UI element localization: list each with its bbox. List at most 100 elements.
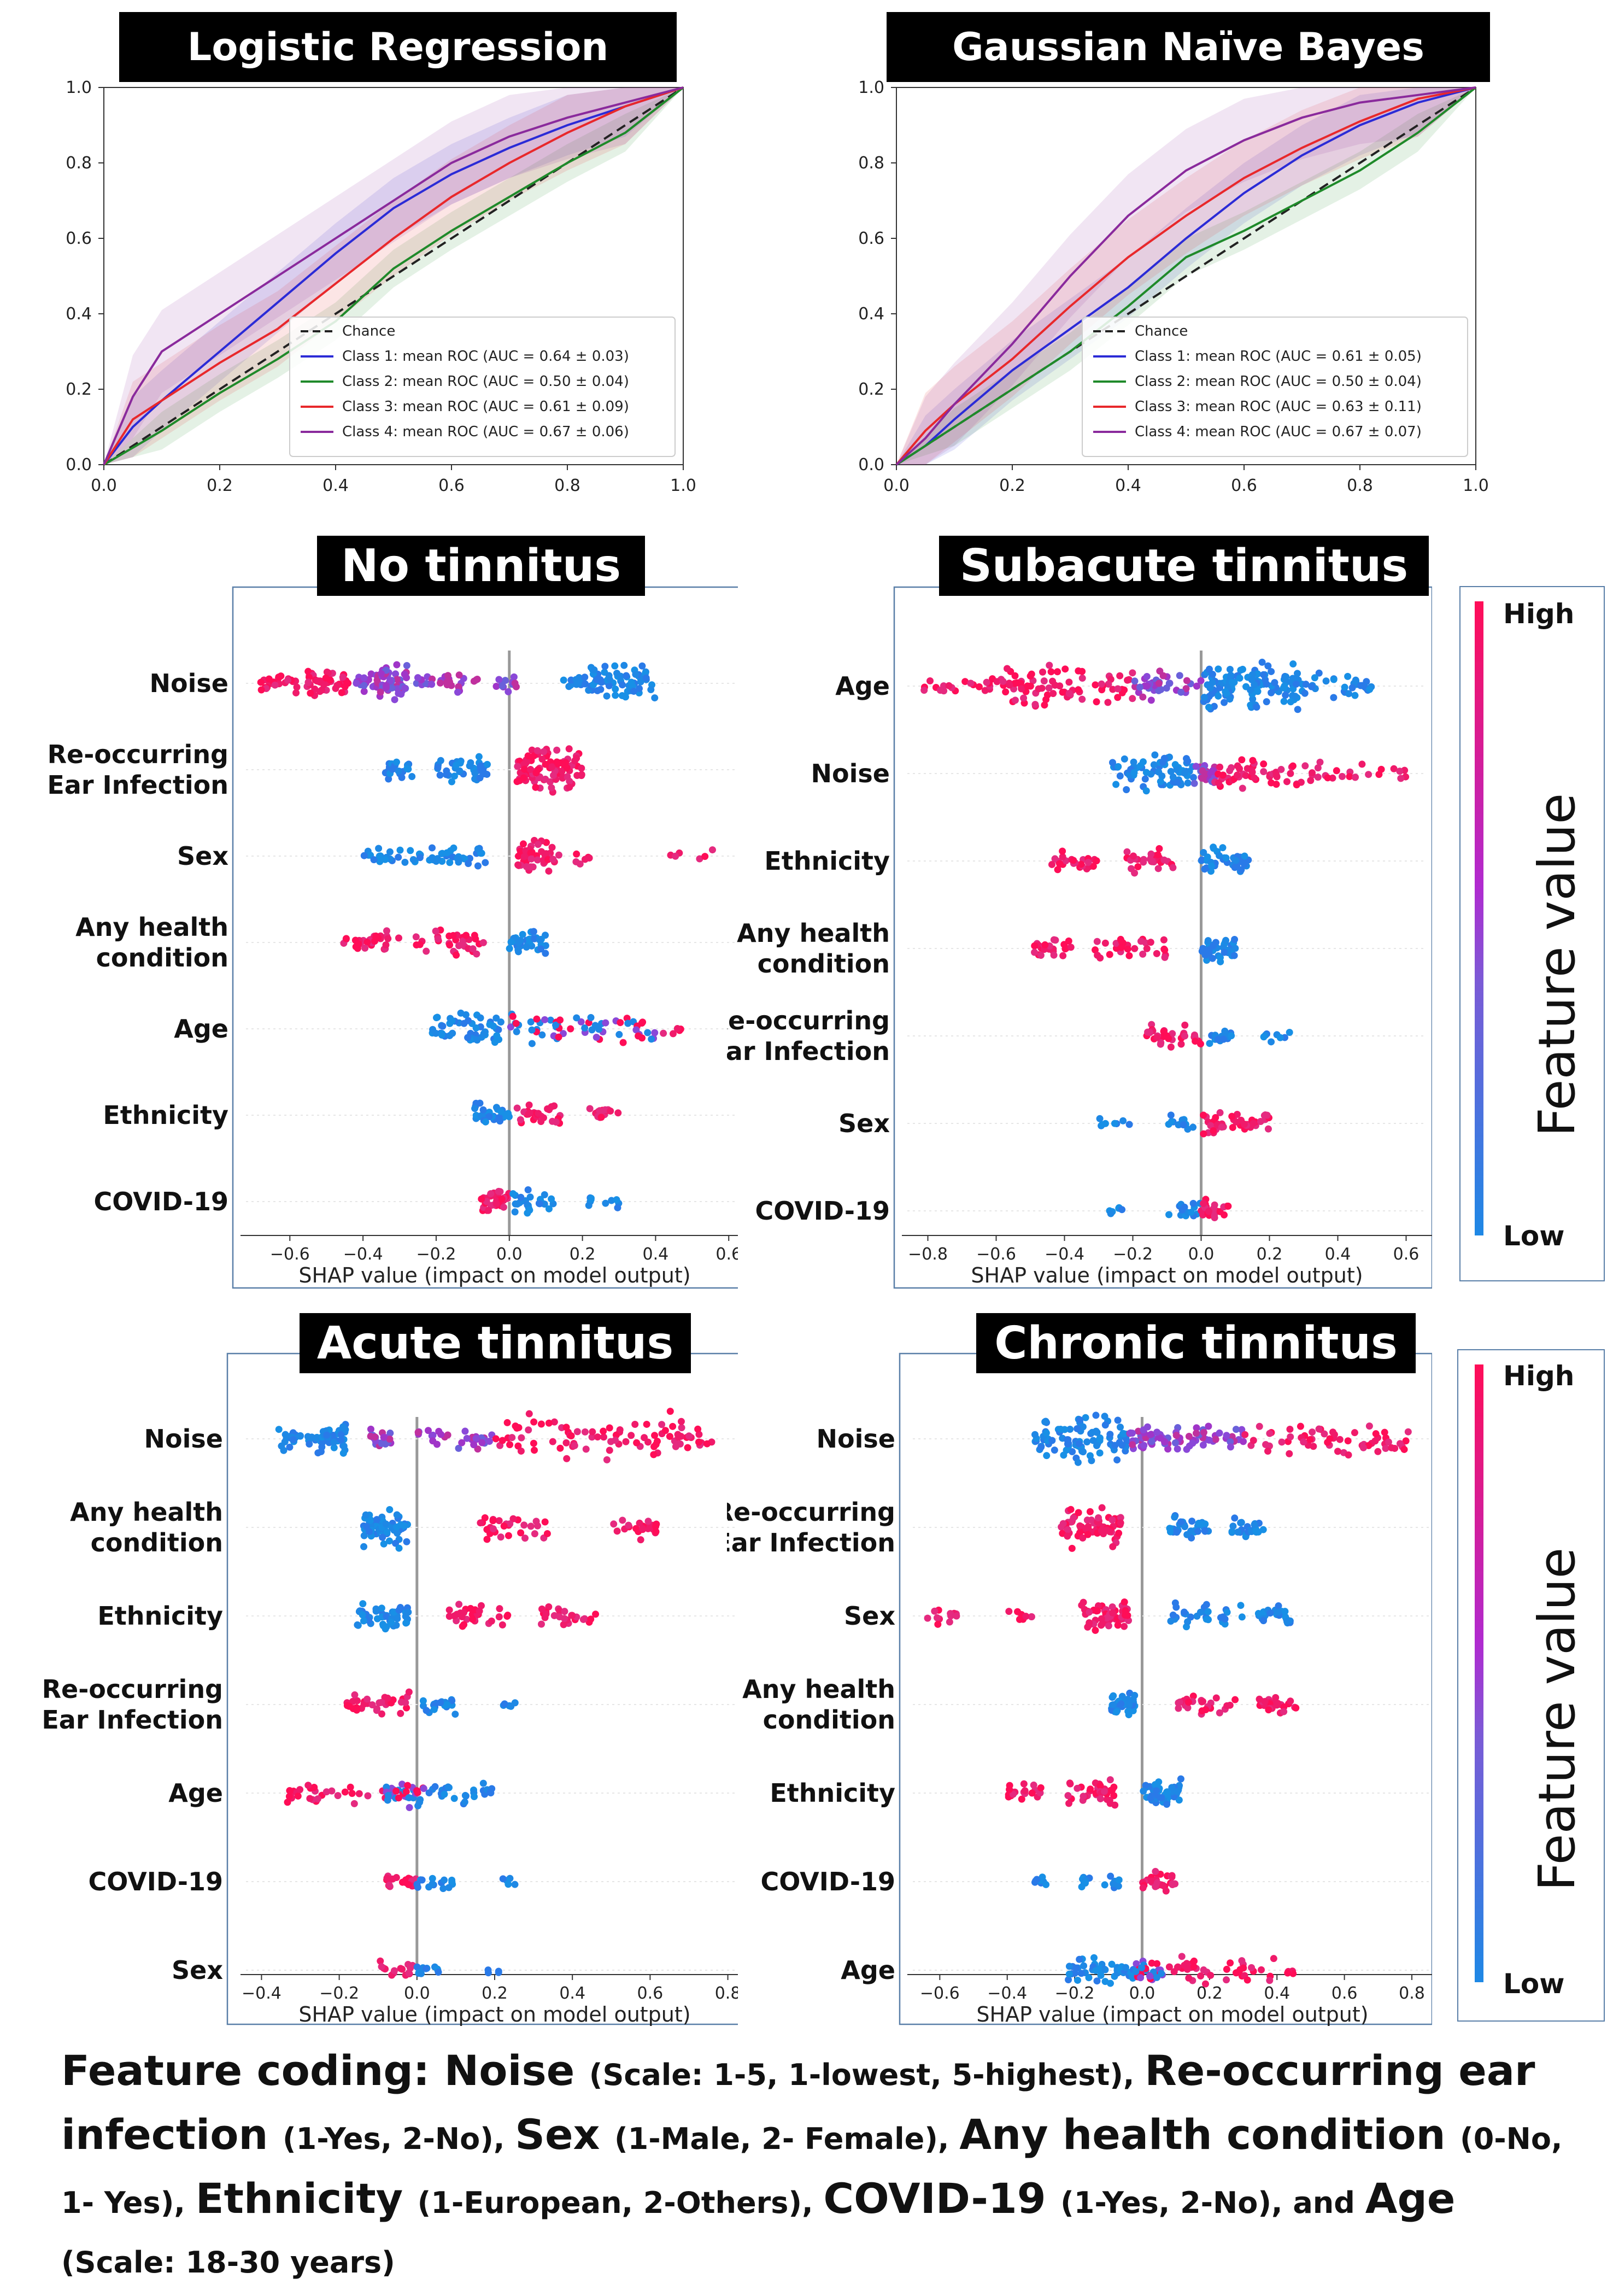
feature-label: Any health condition xyxy=(75,912,228,973)
shap-dot xyxy=(924,1614,931,1622)
shap-dot xyxy=(1172,1432,1180,1439)
shap-dot xyxy=(1046,661,1053,669)
coding-feature-name: Re-occurring ear infection xyxy=(61,2046,1535,2159)
shap-dot xyxy=(1159,672,1167,680)
shap-dot xyxy=(1238,1613,1246,1621)
shap-dot xyxy=(1209,671,1216,678)
shap-dot xyxy=(1059,688,1066,696)
shap-dot xyxy=(1121,1598,1128,1606)
shap-dot xyxy=(953,1612,960,1620)
shap-dot xyxy=(1223,1965,1230,1973)
shap-dot xyxy=(1027,672,1034,680)
shap-dot xyxy=(429,1880,436,1888)
shap-dot xyxy=(1228,764,1235,771)
shap-dot xyxy=(1315,669,1323,677)
shap-dot xyxy=(1192,1038,1199,1045)
shap-dot xyxy=(1143,945,1151,952)
shap-dot xyxy=(946,1618,953,1626)
shap-dot xyxy=(1200,1199,1207,1207)
y-tick-label: 0.8 xyxy=(858,154,884,173)
shap-dot xyxy=(1139,1884,1147,1891)
shap-dot xyxy=(538,755,546,763)
shap-dot xyxy=(703,1440,711,1448)
shap-dot xyxy=(527,849,535,857)
shap-dot xyxy=(1241,852,1248,860)
shap-dot xyxy=(1385,1438,1392,1446)
shap-dot xyxy=(580,1615,588,1623)
shap-dot xyxy=(443,1701,451,1709)
shap-dot xyxy=(525,1410,533,1418)
shap-dot xyxy=(1128,1430,1136,1437)
shap-dot xyxy=(380,1540,388,1548)
shap-dot xyxy=(498,1195,506,1203)
roc-legend xyxy=(289,317,676,457)
shap-dot xyxy=(1189,1439,1196,1447)
shap-dot xyxy=(1092,1626,1099,1634)
shap-dot xyxy=(492,1200,500,1208)
shap-dot xyxy=(651,1432,659,1439)
shap-dot xyxy=(441,1876,448,1884)
shap-dot xyxy=(1123,1438,1131,1445)
shap-dot xyxy=(334,1792,342,1800)
shap-dot xyxy=(483,1536,491,1543)
shap-dot xyxy=(488,1617,495,1625)
shap-dot xyxy=(1156,845,1163,852)
shap-dot xyxy=(404,1960,412,1968)
colorbar-low-label-top: Low xyxy=(1503,1220,1565,1252)
shap-dot xyxy=(1075,1440,1083,1448)
shap-dot xyxy=(548,784,555,792)
shap-dot xyxy=(576,860,584,868)
shap-dot xyxy=(1223,690,1230,698)
shap-dot xyxy=(1223,1976,1230,1984)
shap-dot xyxy=(397,1709,404,1717)
shap-dot xyxy=(1131,945,1139,952)
shap-dot xyxy=(1153,1960,1161,1967)
shap-dot xyxy=(1037,1784,1045,1791)
shap-dot xyxy=(402,1699,409,1707)
shap-dot xyxy=(392,670,400,678)
shap-dot xyxy=(1076,1416,1084,1424)
shap-dot xyxy=(531,1530,538,1538)
shap-dot xyxy=(515,1424,523,1431)
shap-dot xyxy=(370,856,378,864)
shap-dot xyxy=(552,1118,560,1126)
shap-dot xyxy=(1286,1029,1293,1036)
roc-series-line xyxy=(103,86,684,466)
shap-dot xyxy=(478,1195,485,1203)
shap-dot xyxy=(926,677,934,684)
shap-dot xyxy=(563,764,571,771)
shap-dot xyxy=(1390,765,1398,772)
shap-dot xyxy=(1219,844,1227,852)
shap-dot xyxy=(489,1525,497,1533)
shap-dot xyxy=(364,1792,372,1800)
shap-dot xyxy=(513,1104,521,1112)
shap-dot xyxy=(1301,689,1309,697)
shap-dot xyxy=(520,765,528,773)
shap-dot xyxy=(508,1434,516,1442)
shap-dot xyxy=(1147,1431,1155,1438)
shap-dot xyxy=(401,670,408,678)
shap-dot xyxy=(395,689,402,697)
shap-dot xyxy=(1178,1206,1186,1214)
shap-dot xyxy=(1076,1522,1084,1530)
shap-dot xyxy=(545,1205,553,1213)
shap-dot xyxy=(322,674,330,682)
shap-dot xyxy=(565,683,573,690)
shap-dot xyxy=(540,748,548,755)
shap-dot xyxy=(471,1793,478,1800)
shap-dot xyxy=(1187,1209,1195,1216)
shap-dot xyxy=(379,1620,386,1628)
shap-dot xyxy=(1205,1422,1212,1430)
shap-dot xyxy=(361,944,369,952)
shap-dot xyxy=(582,1445,590,1453)
shap-dot xyxy=(1101,1788,1108,1795)
coding-feature-name: Sex xyxy=(515,2110,614,2159)
shap-dot xyxy=(310,1783,318,1791)
y-tick-label: 0.2 xyxy=(858,380,884,399)
shap-dot xyxy=(1238,1957,1246,1965)
shap-dot xyxy=(565,745,573,753)
shap-dot xyxy=(633,1439,641,1446)
x-tick-label: −0.8 xyxy=(908,1245,948,1264)
feature-label: Sex xyxy=(844,1601,895,1631)
